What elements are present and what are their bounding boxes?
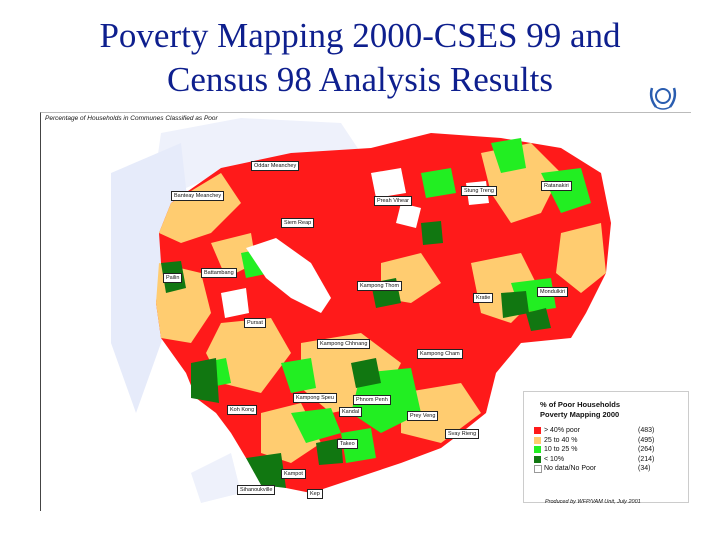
province-label: Kep <box>307 489 323 499</box>
legend-count: (264) <box>638 446 655 453</box>
title-line-1: Poverty Mapping 2000-CSES 99 and <box>99 16 621 55</box>
map-caption: Percentage of Households in Communes Cla… <box>45 115 218 122</box>
province-label: Kratie <box>473 293 494 303</box>
legend-count: (34) <box>638 465 651 472</box>
province-label: Stung Treng <box>461 186 497 196</box>
legend-count: (483) <box>638 427 655 434</box>
legend-label: > 40% poor <box>544 427 580 434</box>
legend-swatch <box>534 465 542 473</box>
province-label: Kampong Chhnang <box>317 339 371 349</box>
legend-label: < 10% <box>544 455 565 463</box>
legend-label: No data/No Poor <box>544 465 597 472</box>
legend-swatch <box>534 455 541 463</box>
province-label: Phnom Penh <box>353 395 391 405</box>
legend-count: (495) <box>638 436 655 444</box>
legend-item: 10 to 25 % (264) <box>534 445 684 455</box>
legend-title-line-2: Poverty Mapping 2000 <box>540 410 620 419</box>
legend-swatch <box>534 436 541 444</box>
legend-swatch <box>534 427 541 434</box>
province-label: Battambang <box>201 268 237 278</box>
province-label: Kampong Cham <box>417 349 463 359</box>
province-label: Mondulkiri <box>537 287 569 297</box>
legend-title: % of Poor Households Poverty Mapping 200… <box>540 400 620 420</box>
province-label: Kandal <box>339 407 363 417</box>
map-legend: % of Poor Households Poverty Mapping 200… <box>523 391 689 503</box>
legend-label: 10 to 25 % <box>544 446 578 453</box>
province-label: Kampong Thom <box>357 281 403 291</box>
province-label: Sihanoukville <box>237 485 276 495</box>
legend-item: No data/No Poor (34) <box>534 464 684 474</box>
legend-swatch <box>534 446 541 453</box>
legend-items: > 40% poor (483) 25 to 40 % (495) 10 to … <box>534 426 684 474</box>
province-label: Prey Veng <box>407 411 439 421</box>
wreath-emblem-icon <box>649 87 677 110</box>
poverty-map: Percentage of Households in Communes Cla… <box>40 112 691 511</box>
province-label: Siem Reap <box>281 218 315 228</box>
province-label: Svay Rieng <box>445 429 480 439</box>
province-label: Oddar Meanchey <box>251 161 300 171</box>
province-label: Koh Kong <box>227 405 258 415</box>
slide-title: Poverty Mapping 2000-CSES 99 and Census … <box>0 14 720 102</box>
legend-item: < 10% (214) <box>534 455 684 465</box>
province-label: Kampong Speu <box>293 393 337 403</box>
cambodia-map-graphic <box>111 118 611 503</box>
title-line-2: Census 98 Analysis Results <box>166 60 553 99</box>
province-label: Takeo <box>337 439 358 449</box>
province-label: Pursat <box>244 318 266 328</box>
province-label: Kampot <box>281 469 306 479</box>
legend-item: 25 to 40 % (495) <box>534 436 684 446</box>
province-label: Ratanakiri <box>541 181 572 191</box>
legend-count: (214) <box>638 455 655 463</box>
province-label: Pailin <box>163 273 183 283</box>
province-label: Banteay Meanchey <box>171 191 225 201</box>
province-label: Preah Vihear <box>374 196 413 206</box>
legend-title-line-1: % of Poor Households <box>540 400 621 409</box>
map-credit: Produced by WFP/VAM Unit, July 2001 <box>545 499 641 505</box>
legend-label: 25 to 40 % <box>544 436 578 444</box>
legend-item: > 40% poor (483) <box>534 426 684 436</box>
